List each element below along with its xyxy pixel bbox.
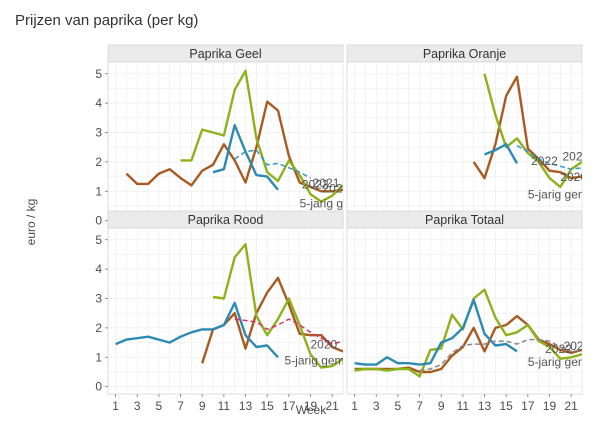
series-label-2020: 2020: [560, 170, 587, 184]
series-line-2020: [115, 301, 279, 359]
series-label-2021: 2021: [563, 149, 590, 163]
series-line-2022: [180, 69, 343, 203]
x-tick-label: 3: [373, 399, 380, 413]
series-label-5-jarig-gemiddelde: 5-jarig gemiddelde: [285, 354, 384, 368]
y-tick-label: 5: [95, 233, 102, 247]
x-axis-title: Week: [296, 403, 327, 417]
series-label-2022: 2022: [531, 154, 558, 168]
y-tick-label: 2: [95, 155, 102, 169]
y-tick-label: 3: [95, 292, 102, 306]
y-tick-label: 2: [95, 321, 102, 335]
y-tick-label: 0: [95, 380, 102, 394]
series-label-2021: 2021: [313, 176, 340, 190]
series-line-2020: [484, 143, 519, 164]
x-tick-label: 9: [438, 399, 445, 413]
x-tick-label: 13: [478, 399, 492, 413]
x-tick-label: 19: [304, 399, 318, 413]
x-tick-label: 21: [564, 399, 578, 413]
y-tick-label: 3: [95, 126, 102, 140]
x-tick-label: 1: [112, 399, 119, 413]
series-label-2020: 2020: [311, 337, 338, 351]
series-line-2020: [354, 298, 518, 366]
x-tick-label: 15: [500, 399, 514, 413]
series-line-2021: [472, 75, 582, 180]
series-label-2022: 2022: [302, 177, 329, 191]
x-tick-label: 11: [457, 399, 470, 413]
y-tick-label: 1: [95, 184, 102, 198]
series-label-5-jarig-gemiddelde: 5-jarig gemiddelde: [528, 355, 600, 369]
panel-title: Paprika Totaal: [425, 213, 504, 227]
x-tick-label: 7: [177, 399, 184, 413]
panel-plot-area: [346, 227, 583, 395]
series-line-5-jarig-gemiddelde: [234, 318, 343, 345]
x-tick-label: 13: [239, 399, 253, 413]
x-tick-label: 5: [156, 399, 163, 413]
panel-plot-area: [346, 61, 583, 229]
series-label-2022: 2022: [545, 342, 572, 356]
x-tick-label: 19: [543, 399, 557, 413]
panel-title: Paprika Rood: [188, 213, 264, 227]
y-tick-label: 5: [95, 67, 102, 81]
y-axis-title: euro / kg: [24, 199, 38, 246]
series-line-2020: [212, 123, 279, 191]
series-line-5-jarig-gemiddelde: [516, 145, 582, 170]
series-line-2022: [212, 242, 343, 369]
x-tick-label: 9: [199, 399, 206, 413]
series-label-5-jarig-gemiddelde: 5-jarig gemiddelde: [300, 196, 399, 210]
x-tick-label: 7: [416, 399, 423, 413]
series-label-2020: 2020: [564, 339, 591, 353]
y-tick-label: 4: [95, 262, 102, 276]
y-tick-label: 0: [95, 214, 102, 228]
series-line-5-jarig-gemiddelde: [419, 338, 582, 372]
x-tick-label: 17: [282, 399, 296, 413]
x-tick-label: 17: [521, 399, 535, 413]
y-tick-label: 4: [95, 96, 102, 110]
panel-plot-area: [107, 227, 344, 395]
series-label-2020: 2020: [322, 182, 349, 196]
x-tick-label: 5: [395, 399, 402, 413]
panel-title: Paprika Oranje: [423, 47, 506, 61]
series-line-5-jarig-gemiddelde: [234, 149, 311, 179]
panel-title: Paprika Geel: [189, 47, 261, 61]
x-tick-label: 15: [261, 399, 275, 413]
series-line-2022: [483, 73, 582, 189]
y-tick-label: 1: [95, 350, 102, 364]
x-tick-label: 1: [351, 399, 358, 413]
series-label-5-jarig-gemiddelde: 5-jarig gemiddelde: [528, 188, 600, 202]
x-tick-label: 21: [325, 399, 339, 413]
chart-title: Prijzen van paprika (per kg): [15, 12, 198, 29]
x-tick-label: 11: [218, 399, 231, 413]
x-tick-label: 3: [134, 399, 141, 413]
